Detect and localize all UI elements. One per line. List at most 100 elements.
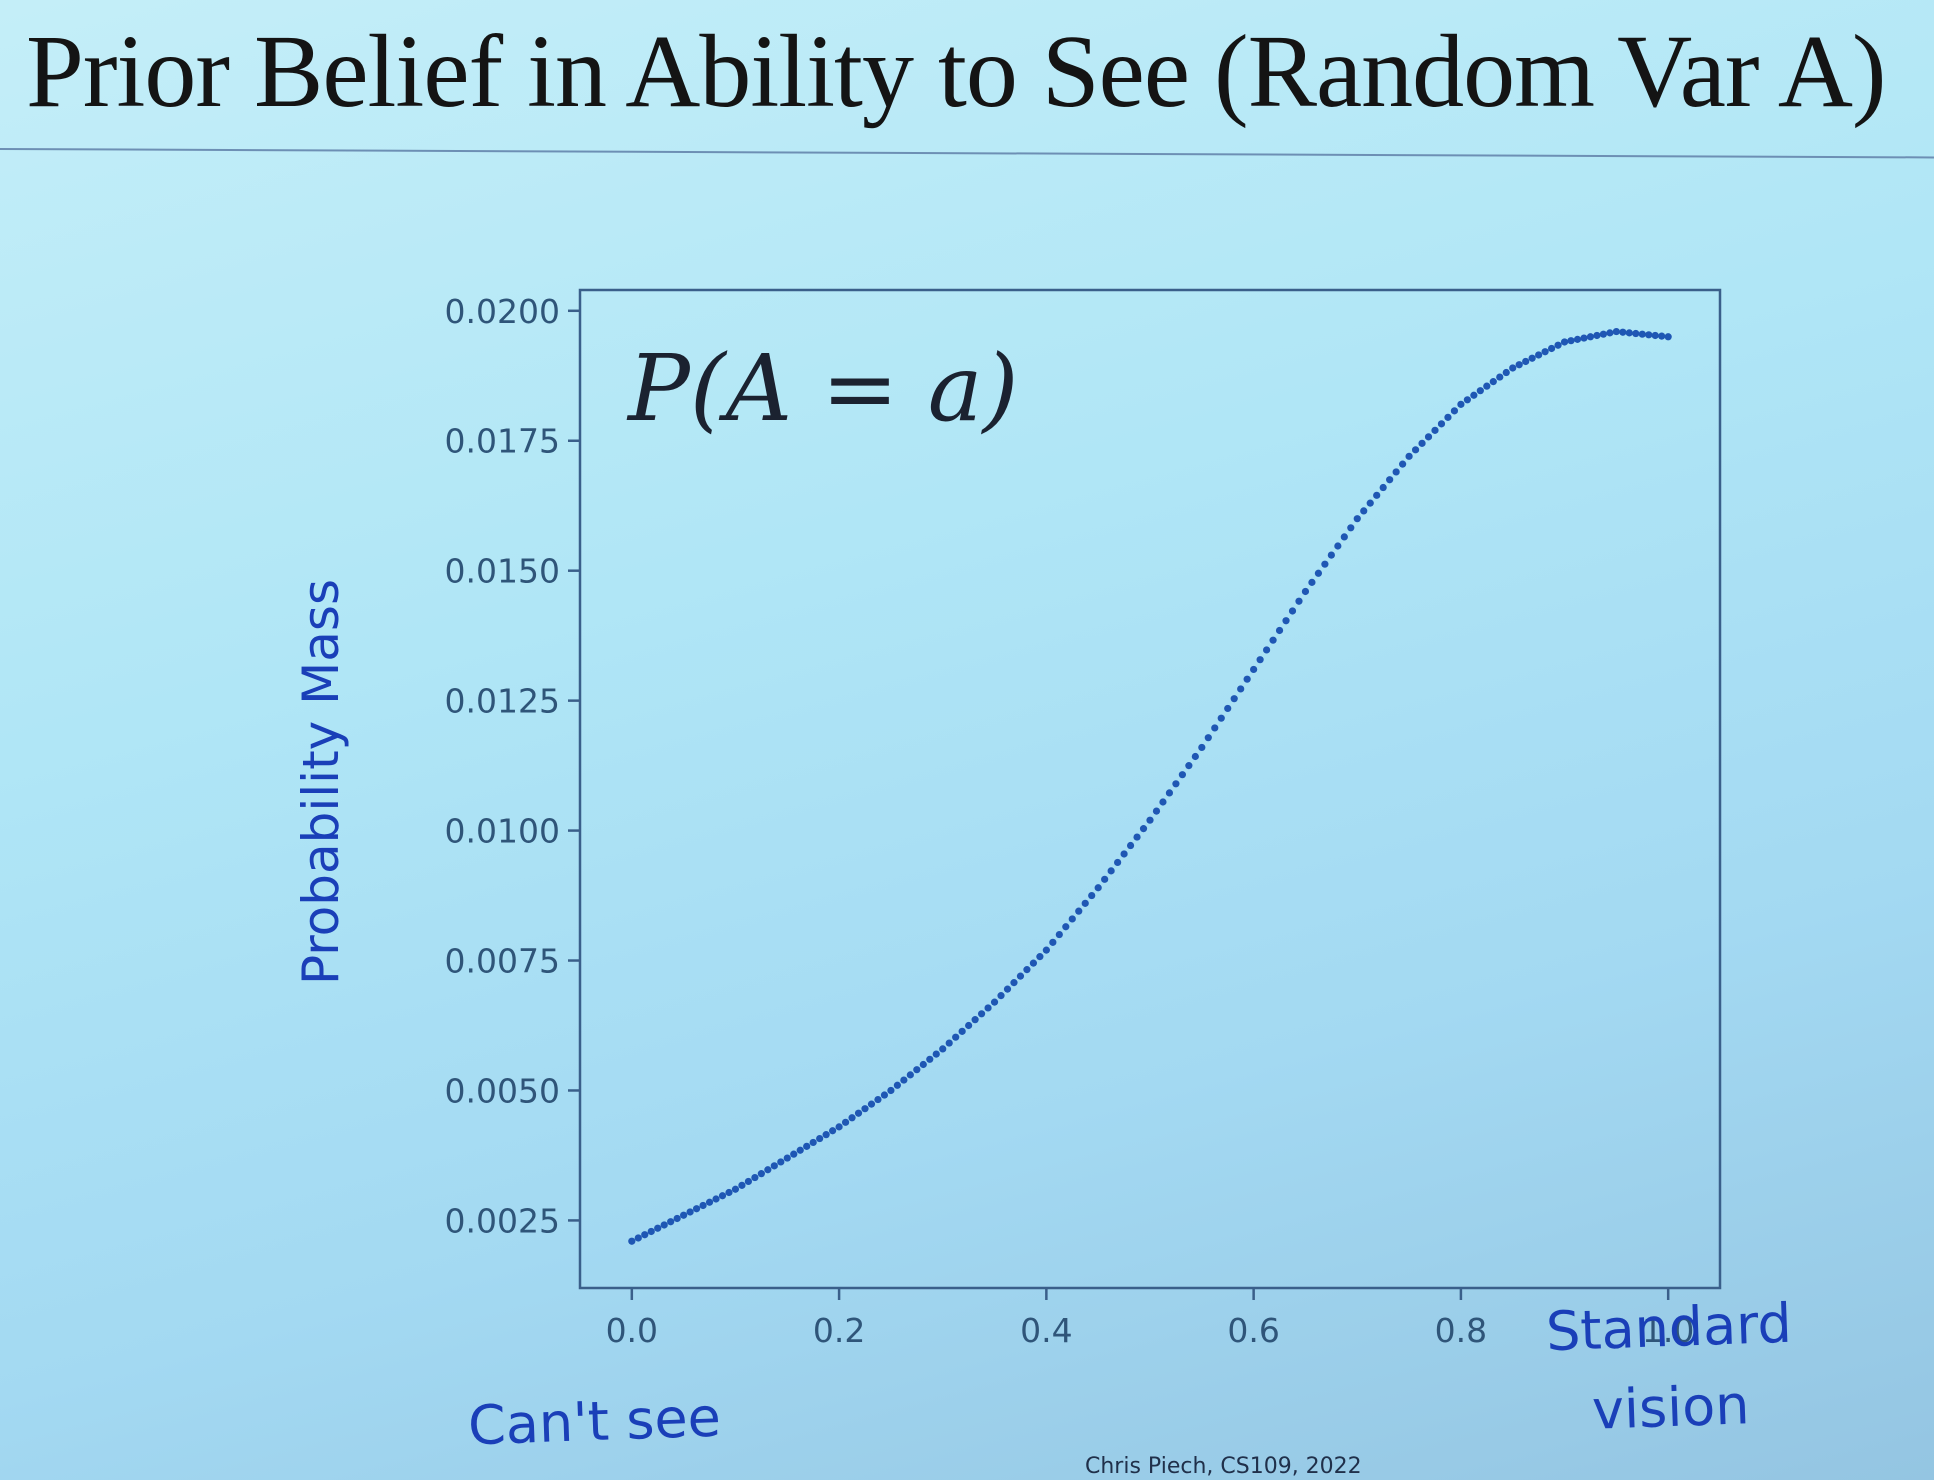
data-point [712,1195,720,1203]
data-point [1360,507,1368,515]
x-tick-label: 1.0 [1642,1311,1694,1350]
data-point [926,1055,934,1063]
data-point [1399,460,1407,468]
data-point [1178,771,1186,779]
data-point [1003,985,1012,993]
data-point [1522,357,1530,366]
data-point [1567,337,1575,345]
data-point [1010,979,1018,987]
data-point [1185,762,1193,770]
data-point [1094,884,1102,892]
data-point [1541,348,1549,356]
data-point [1463,396,1471,404]
data-point [1139,825,1148,833]
data-point [1224,704,1232,713]
data-point [1075,907,1083,915]
data-point [667,1218,675,1226]
data-point [958,1027,966,1035]
data-point [1483,382,1491,390]
data-point [1515,361,1523,369]
data-point [1036,953,1044,961]
data-point [1470,391,1478,399]
data-point [1101,875,1109,883]
data-point [803,1142,811,1150]
x-tick-label: 0.0 [606,1311,658,1350]
data-point [1282,617,1290,625]
y-tick-label: 0.0050 [445,1071,560,1110]
data-point [1437,420,1446,428]
x-tick-label: 0.6 [1227,1311,1279,1350]
data-point [738,1181,746,1189]
data-point [1528,354,1536,362]
data-point [919,1060,927,1069]
inset-formula-label: P(A = a) [626,335,1019,442]
data-point [1301,587,1310,596]
data-point [887,1086,895,1095]
x-tick-label: 0.4 [1020,1311,1072,1350]
data-point [764,1166,772,1174]
data-point [744,1177,753,1186]
data-point [1586,333,1595,341]
data-point [1593,331,1601,340]
data-point [809,1138,817,1147]
x-axis: 0.0 0.2 0.4 0.6 0.8 1.0 [606,1288,1694,1350]
data-point [1152,807,1161,815]
data-point [1651,331,1659,340]
data-point [1658,332,1666,340]
data-point [1560,338,1569,346]
data-point [841,1118,850,1126]
data-point [705,1198,714,1206]
data-point [1230,695,1238,703]
data-point [1029,959,1038,967]
data-point [1042,946,1050,954]
data-point [1250,665,1258,674]
data-point [1314,569,1323,577]
data-point [770,1162,778,1170]
data-point [1664,333,1672,341]
data-point [1165,789,1174,797]
y-tick-label: 0.0150 [445,552,560,591]
data-point [893,1081,901,1089]
data-point [816,1134,824,1143]
data-point [1450,407,1459,415]
data-point [906,1071,914,1079]
data-point [1496,373,1504,381]
data-point [1645,331,1653,339]
x-tick-label: 0.8 [1435,1311,1487,1350]
data-point [822,1131,830,1139]
data-point [1411,446,1420,454]
data-point [1191,752,1199,761]
data-point [641,1231,649,1239]
y-tick-label: 0.0175 [445,422,560,461]
data-point [783,1154,791,1162]
data-point [1016,972,1025,980]
data-point [680,1211,688,1219]
data-point [1295,597,1303,605]
data-point [932,1050,940,1058]
data-point [1327,551,1335,559]
data-point [1023,966,1031,974]
data-point [1573,335,1582,343]
data-point [757,1170,765,1178]
data-point [1172,780,1180,788]
y-tick-label: 0.0125 [445,682,560,721]
data-point [1055,930,1063,939]
data-point [971,1016,979,1024]
data-point [1049,938,1057,946]
data-point [1431,426,1439,434]
data-point [654,1224,662,1232]
data-point [1321,560,1329,568]
y-axis-title: Probability Mass [292,579,350,985]
data-point [1386,476,1394,484]
y-tick-label: 0.0025 [445,1201,560,1240]
data-point [1424,433,1433,441]
data-point [1599,330,1608,338]
data-point [977,1010,986,1018]
data-point [952,1033,960,1041]
data-point [1062,923,1070,931]
data-point [699,1201,707,1210]
data-point [848,1114,856,1122]
data-point [790,1150,798,1158]
data-point [945,1039,953,1047]
